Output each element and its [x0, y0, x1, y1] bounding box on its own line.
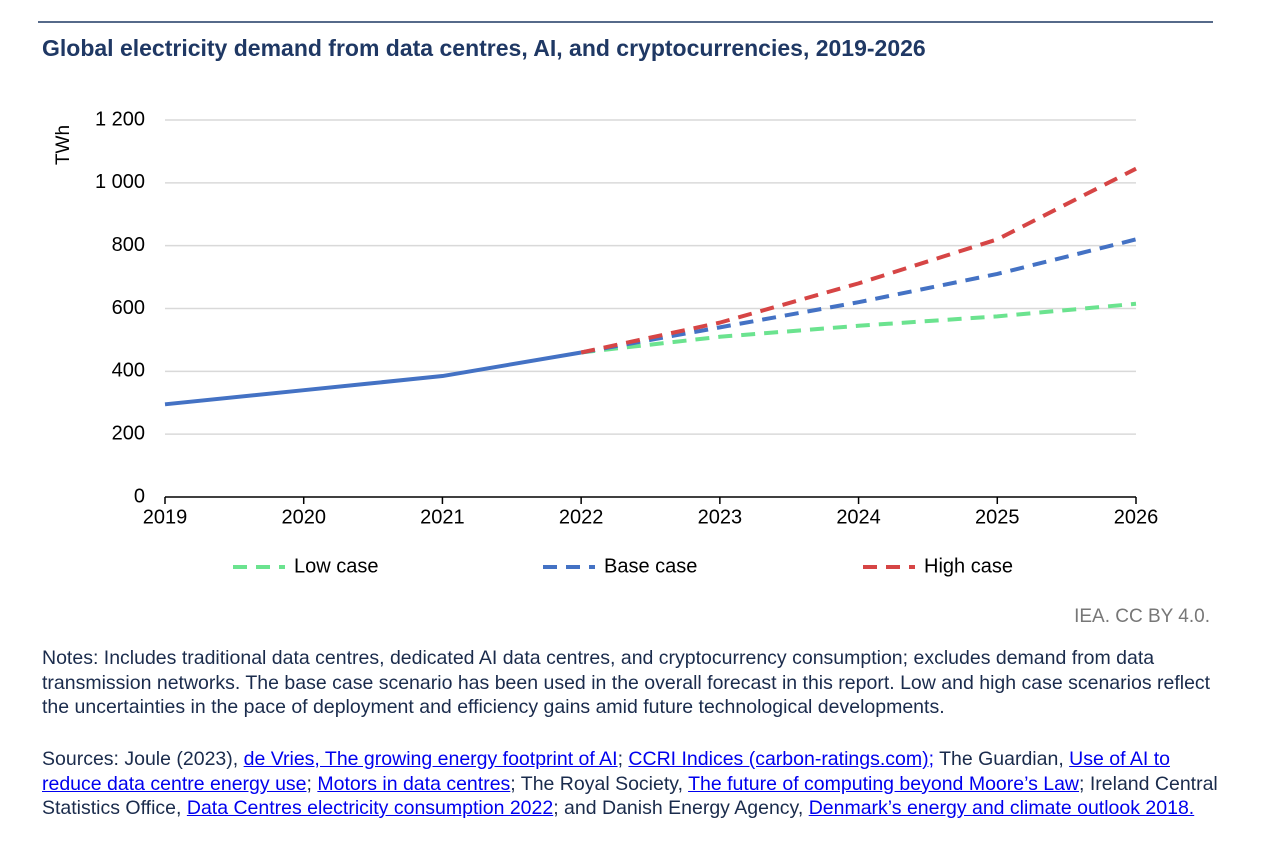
line-series — [164, 350, 582, 407]
x-tick-label: 2025 — [975, 506, 1020, 528]
y-tick-label: 1 000 — [95, 171, 145, 193]
x-tick-label: 2020 — [281, 506, 326, 528]
source-text: ; Ireland Central Statistics Office, — [42, 772, 1218, 820]
x-tick-label: 2022 — [559, 506, 604, 528]
source-text: Sources: Joule (2023), — [42, 748, 244, 770]
source-link[interactable]: The future of computing beyond Moore’s L… — [688, 772, 1080, 795]
source-text: ; The Royal Society, — [510, 772, 689, 795]
y-tick-label: 200 — [112, 422, 145, 444]
source-link[interactable]: Data Centres electricity consumption 202… — [186, 797, 554, 819]
x-tick-label: 2023 — [698, 506, 743, 528]
source-text: The Guardian, — [934, 748, 1070, 770]
legend-label: Low case — [294, 555, 379, 577]
source-link[interactable]: CCRI Indices (carbon-ratings.com); — [628, 748, 935, 770]
credit: IEA. CC BY 4.0. — [1074, 606, 1210, 627]
x-tick-label: 2024 — [836, 506, 881, 528]
chart: Global electricity demand from data cent… — [38, 21, 1213, 627]
y-axis-label: TWh — [53, 125, 74, 165]
x-tick-label: 2021 — [420, 506, 465, 528]
y-tick-label: 400 — [112, 360, 145, 382]
sources: Sources: Joule (2023), de Vries, The gro… — [42, 747, 1222, 821]
y-tick-label: 0 — [134, 485, 145, 507]
source-link[interactable]: Motors in data centres — [317, 772, 511, 795]
line-series — [580, 166, 1137, 355]
x-tick-label: 2026 — [1114, 506, 1159, 528]
source-text: ; and Danish Energy Agency, — [553, 797, 809, 819]
legend-label: Base case — [604, 555, 697, 577]
source-link[interactable]: de Vries, The growing energy footprint o… — [243, 748, 618, 770]
line-series — [580, 301, 1137, 355]
legend-label: High case — [924, 555, 1013, 577]
x-tick-label: 2019 — [143, 506, 188, 528]
source-text: ; — [306, 772, 318, 795]
y-tick-label: 1 200 — [95, 108, 145, 130]
line-series — [580, 237, 1137, 355]
chart-title: Global electricity demand from data cent… — [42, 35, 926, 61]
notes: Notes: Includes traditional data centres… — [42, 647, 1211, 718]
y-tick-label: 600 — [112, 297, 145, 319]
source-link[interactable]: Denmark’s energy and climate outlook 201… — [808, 797, 1195, 819]
source-text: ; — [617, 748, 629, 770]
y-tick-label: 800 — [112, 234, 145, 256]
source-link[interactable]: Use of AI to reduce data centre energy u… — [42, 748, 1170, 795]
